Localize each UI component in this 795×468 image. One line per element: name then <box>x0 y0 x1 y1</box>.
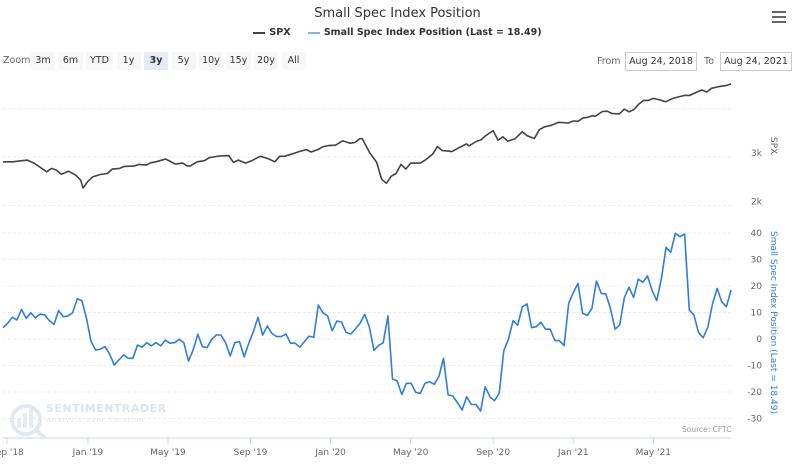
from-label: From <box>597 56 621 67</box>
zoom-button-ytd[interactable]: YTD <box>86 52 113 70</box>
ssi-axis-title: Small Spec Index Position (Last = 18.49) <box>768 231 778 414</box>
legend-swatch-ssi <box>307 31 320 34</box>
zoom-button-6m[interactable]: 6m <box>58 52 83 70</box>
x-tick-label: May '21 <box>636 448 671 458</box>
hamburger-icon[interactable] <box>772 11 786 26</box>
ssi-tick-label: 10 <box>751 309 763 319</box>
ssi-tick-label: -20 <box>747 388 762 398</box>
ssi-tick-label: 20 <box>751 282 763 292</box>
legend-label-spx: SPX <box>269 27 291 38</box>
to-date-input[interactable]: Aug 24, 2021 <box>720 52 792 71</box>
watermark-tagline: Analysis over Emotion <box>46 416 145 424</box>
x-tick-label: Jan '19 <box>72 448 104 458</box>
ssi-tick-label: -10 <box>747 362 762 372</box>
spx-tick-label: 3k <box>751 149 763 159</box>
x-tick-label: Sep '18 <box>0 448 24 458</box>
zoom-button-1y[interactable]: 1y <box>116 52 141 70</box>
watermark-text: SENTIMENTRADER <box>46 402 167 415</box>
ssi-line <box>2 232 732 412</box>
legend-swatch-spx <box>253 31 266 34</box>
zoom-button-3m[interactable]: 3m <box>31 52 55 70</box>
zoom-button-all[interactable]: All <box>281 52 306 70</box>
x-tick-label: Sep '19 <box>234 448 268 458</box>
spx-line <box>3 83 732 189</box>
zoom-button-10y[interactable]: 10y <box>199 52 223 70</box>
ssi-tick-label: 0 <box>756 335 762 345</box>
legend-label-ssi: Small Spec Index Position (Last = 18.49) <box>323 27 542 38</box>
zoom-button-5y[interactable]: 5y <box>171 52 196 70</box>
source-label: Source: CFTC <box>682 425 732 434</box>
legend-item-ssi[interactable]: Small Spec Index Position (Last = 18.49) <box>307 27 542 38</box>
x-tick-label: May '19 <box>150 448 186 458</box>
spx-axis-title: SPX <box>768 137 778 154</box>
ssi-tick-label: 30 <box>751 256 763 266</box>
ssi-tick-label: 40 <box>751 229 763 239</box>
spx-tick-label: 2k <box>751 198 763 208</box>
zoom-label: Zoom <box>3 55 31 66</box>
x-tick-label: Jan '21 <box>557 448 589 458</box>
x-tick-label: Sep '20 <box>476 448 510 458</box>
to-label: To <box>704 56 715 67</box>
x-tick-label: Jan '20 <box>314 448 346 458</box>
chart-title: Small Spec Index Position <box>314 6 481 21</box>
zoom-button-3y[interactable]: 3y <box>144 52 168 70</box>
legend-item-spx[interactable]: SPX <box>253 27 291 38</box>
from-date-input[interactable]: Aug 24, 2018 <box>625 52 697 71</box>
legend: SPX Small Spec Index Position (Last = 18… <box>0 27 795 38</box>
x-tick-label: May '20 <box>393 448 429 458</box>
zoom-button-15y[interactable]: 15y <box>226 52 251 70</box>
zoom-button-20y[interactable]: 20y <box>254 52 278 70</box>
ssi-tick-label: -30 <box>747 415 762 425</box>
